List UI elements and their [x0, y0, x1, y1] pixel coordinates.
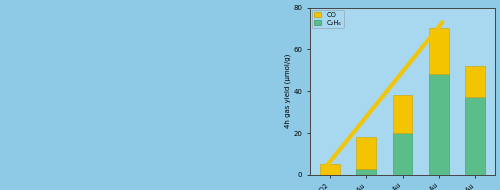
Bar	[392, 95, 412, 133]
Bar	[429, 28, 449, 74]
Bar	[356, 169, 376, 175]
Y-axis label: 4h gas yield (μmol/g): 4h gas yield (μmol/g)	[284, 54, 290, 128]
Bar	[429, 74, 449, 175]
Bar	[320, 164, 340, 175]
Legend: CO, C₂H₆: CO, C₂H₆	[312, 10, 344, 28]
Bar	[465, 97, 485, 175]
Bar	[356, 137, 376, 169]
Bar	[392, 133, 412, 175]
Bar	[465, 66, 485, 97]
